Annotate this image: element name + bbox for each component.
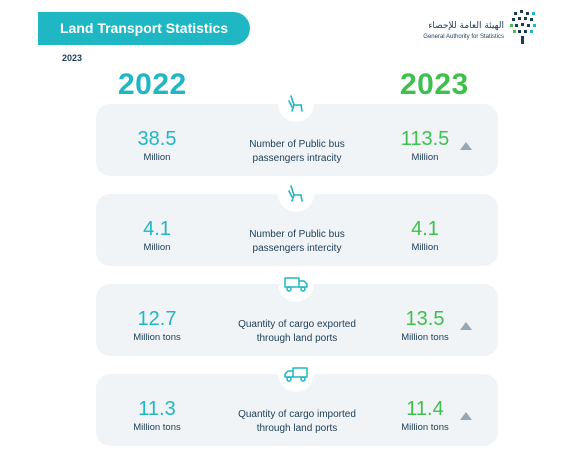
stat-card-cargo-imported: 11.3 Million tons Quantity of cargo impo… bbox=[96, 356, 498, 446]
icon-bubble bbox=[278, 266, 314, 302]
value-2023: 13.5 bbox=[405, 308, 445, 330]
unit-2022: Million tons bbox=[133, 332, 181, 343]
page-title: Land Transport Statistics bbox=[38, 12, 250, 45]
bus-seat-icon bbox=[288, 95, 303, 112]
value-2022: 38.5 bbox=[137, 128, 177, 150]
value-2022: 11.3 bbox=[138, 398, 176, 420]
unit-2023: Million tons bbox=[401, 422, 449, 433]
trend-up-icon bbox=[460, 322, 472, 330]
stat-label-line2: passengers intercity bbox=[252, 243, 342, 254]
logo-english-text: General Authority for Statistics bbox=[423, 34, 504, 40]
value-2023: 4.1 bbox=[411, 218, 439, 240]
stat-label-line1: Number of Public bus bbox=[249, 139, 345, 150]
stat-label: Number of Public bus passengers intercit… bbox=[216, 228, 378, 256]
value-2022: 4.1 bbox=[143, 218, 171, 240]
stat-label-line1: Quantity of cargo imported bbox=[238, 409, 356, 420]
logo-mark-icon bbox=[510, 10, 536, 44]
stat-label-line2: through land ports bbox=[256, 423, 338, 434]
icon-bubble bbox=[278, 86, 314, 122]
unit-2022: Million bbox=[143, 242, 171, 253]
stat-card-cargo-exported: 12.7 Million tons Quantity of cargo expo… bbox=[96, 266, 498, 356]
unit-2022: Million bbox=[143, 152, 171, 163]
unit-2023: Million bbox=[411, 152, 439, 163]
icon-bubble bbox=[278, 176, 314, 212]
trend-up-icon bbox=[460, 412, 472, 420]
report-year: 2023 bbox=[62, 53, 83, 63]
value-2022: 12.7 bbox=[137, 308, 177, 330]
column-year-2023: 2023 bbox=[400, 68, 469, 101]
stat-card-intercity-passengers: 4.1 Million Number of Public bus passeng… bbox=[96, 176, 498, 266]
stat-label: Quantity of cargo exported through land … bbox=[216, 318, 378, 346]
bus-seat-icon bbox=[288, 185, 303, 202]
truck-icon bbox=[284, 277, 308, 292]
unit-2023: Million tons bbox=[401, 332, 449, 343]
gastat-logo: الهيئة العامة للإحصاء General Authority … bbox=[408, 8, 538, 48]
unit-2023: Million bbox=[411, 242, 439, 253]
stat-label-line2: through land ports bbox=[256, 333, 338, 344]
trend-up-icon bbox=[460, 142, 472, 150]
stat-card-intracity-passengers: 38.5 Million Number of Public bus passen… bbox=[96, 86, 498, 176]
logo-arabic-text: الهيئة العامة للإحصاء bbox=[428, 21, 504, 31]
unit-2022: Million tons bbox=[133, 422, 181, 433]
icon-bubble bbox=[278, 356, 314, 392]
stat-label: Number of Public bus passengers intracit… bbox=[216, 138, 378, 166]
truck-icon bbox=[284, 367, 308, 382]
column-year-2022: 2022 bbox=[118, 68, 187, 101]
value-2023: 11.4 bbox=[406, 398, 444, 420]
stat-label-line1: Quantity of cargo exported bbox=[238, 319, 356, 330]
stat-label-line1: Number of Public bus bbox=[249, 229, 345, 240]
stat-label-line2: passengers intracity bbox=[252, 153, 342, 164]
value-2023: 113.5 bbox=[400, 128, 450, 150]
stat-label: Quantity of cargo imported through land … bbox=[216, 408, 378, 436]
